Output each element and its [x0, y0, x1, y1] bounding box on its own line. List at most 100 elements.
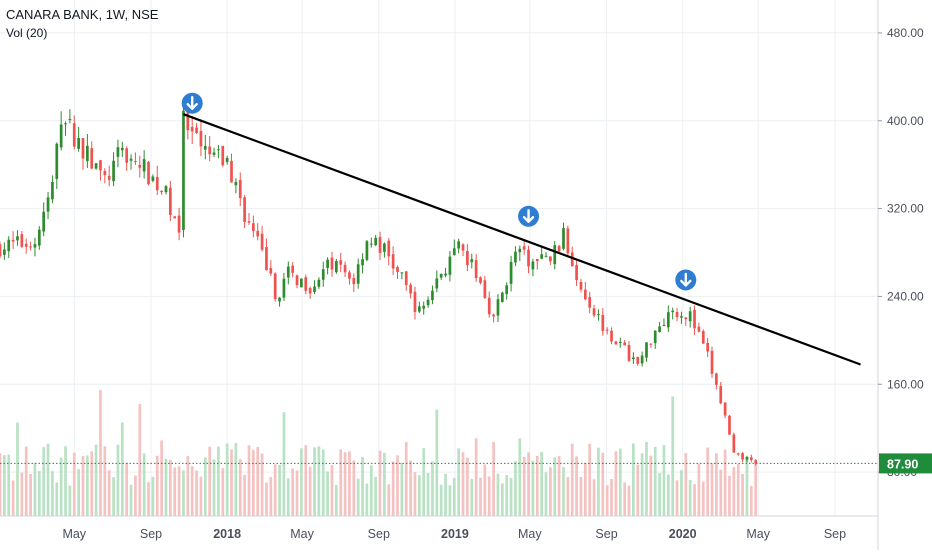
volume-bar — [251, 449, 255, 516]
candle-body — [51, 181, 54, 200]
volume-bar — [466, 457, 469, 516]
candle-body — [527, 249, 530, 267]
volume-bar — [155, 455, 159, 516]
candle-body — [269, 268, 273, 274]
candle-body — [326, 259, 329, 269]
volume-bar — [286, 478, 290, 516]
candle-body — [736, 453, 740, 455]
candle-body — [618, 341, 622, 343]
volume-bar — [51, 471, 54, 516]
candle-body — [330, 257, 334, 270]
volume-bar — [265, 482, 268, 516]
volume-bar — [662, 445, 666, 516]
volume-bar — [147, 482, 150, 516]
volume-bar — [745, 457, 749, 516]
volume-bar — [544, 472, 548, 516]
volume-bar — [273, 464, 277, 516]
candle-body — [308, 288, 312, 294]
candle-body — [400, 272, 404, 274]
volume-bar — [540, 452, 544, 516]
candle-body — [155, 176, 159, 191]
candle-body — [417, 306, 421, 312]
volume-bar — [736, 463, 740, 516]
volume-bar — [291, 468, 295, 516]
candle-body — [404, 271, 408, 286]
candle-body — [701, 331, 705, 344]
candle-body — [94, 163, 98, 169]
volume-bar — [129, 484, 133, 516]
volume-bar — [182, 470, 185, 516]
volume-bar — [169, 459, 172, 516]
x-tick-label: 2019 — [441, 527, 469, 541]
volume-series — [0, 389, 758, 516]
volume-bar — [278, 464, 281, 516]
volume-bar — [396, 455, 399, 516]
volume-bar — [369, 465, 373, 516]
volume-bar — [352, 460, 356, 516]
candle-body — [186, 110, 190, 131]
candle-body — [352, 278, 356, 285]
volume-bar — [230, 449, 233, 516]
candle-body — [487, 297, 491, 315]
candle-body — [256, 230, 260, 237]
candle-body — [374, 237, 378, 246]
volume-bar — [195, 470, 198, 516]
volume-bar — [479, 477, 482, 516]
candle-body — [461, 244, 465, 251]
candle-body — [286, 266, 290, 278]
candle-body — [77, 138, 80, 149]
volume-bar — [317, 446, 321, 516]
volume-bar — [321, 449, 325, 516]
volume-bar — [426, 472, 430, 516]
candle-body — [221, 145, 225, 166]
chart-title[interactable]: CANARA BANK, 1W, NSE — [6, 7, 159, 22]
candle-body — [588, 297, 592, 308]
volume-bar — [535, 455, 539, 516]
candle-body — [356, 264, 360, 284]
candle-body — [295, 275, 299, 286]
candle-body — [203, 146, 207, 150]
volume-bar — [605, 485, 609, 516]
candle-body — [505, 285, 509, 295]
volume-bar — [649, 455, 653, 516]
volume-bar — [500, 483, 504, 516]
candle-body — [68, 119, 72, 121]
volume-bar — [11, 480, 15, 516]
volume-bar — [658, 472, 661, 516]
candle-body — [29, 246, 32, 248]
volume-bar — [72, 452, 76, 516]
candle-body — [208, 146, 212, 155]
volume-bar — [583, 462, 587, 516]
candle-body — [422, 305, 426, 309]
candle-body — [715, 373, 718, 385]
candle-body — [723, 402, 727, 416]
candle-body — [592, 308, 596, 316]
candle-body — [697, 326, 701, 332]
candle-body — [37, 229, 41, 246]
candle-body — [182, 110, 185, 230]
volume-bar — [754, 463, 758, 516]
candle-body — [610, 330, 613, 342]
candle-body — [378, 237, 382, 253]
volume-bar — [715, 453, 718, 516]
candle-body — [457, 241, 461, 249]
candle-body — [557, 245, 561, 252]
volume-bar — [592, 479, 596, 516]
candle-body — [313, 286, 316, 293]
volume-bar — [269, 477, 273, 516]
volume-bar — [653, 446, 657, 516]
volume-bar — [383, 452, 386, 516]
candle-body — [90, 148, 94, 169]
volume-bar — [0, 453, 2, 516]
volume-bar — [470, 478, 474, 516]
volume-bar — [693, 484, 696, 516]
volume-bar — [378, 450, 382, 516]
volume-bar — [723, 449, 727, 516]
volume-indicator-label[interactable]: Vol (20) — [6, 26, 48, 40]
volume-bar — [514, 461, 517, 516]
volume-bar — [422, 448, 426, 516]
volume-bar — [413, 472, 417, 516]
candle-body — [658, 326, 661, 332]
